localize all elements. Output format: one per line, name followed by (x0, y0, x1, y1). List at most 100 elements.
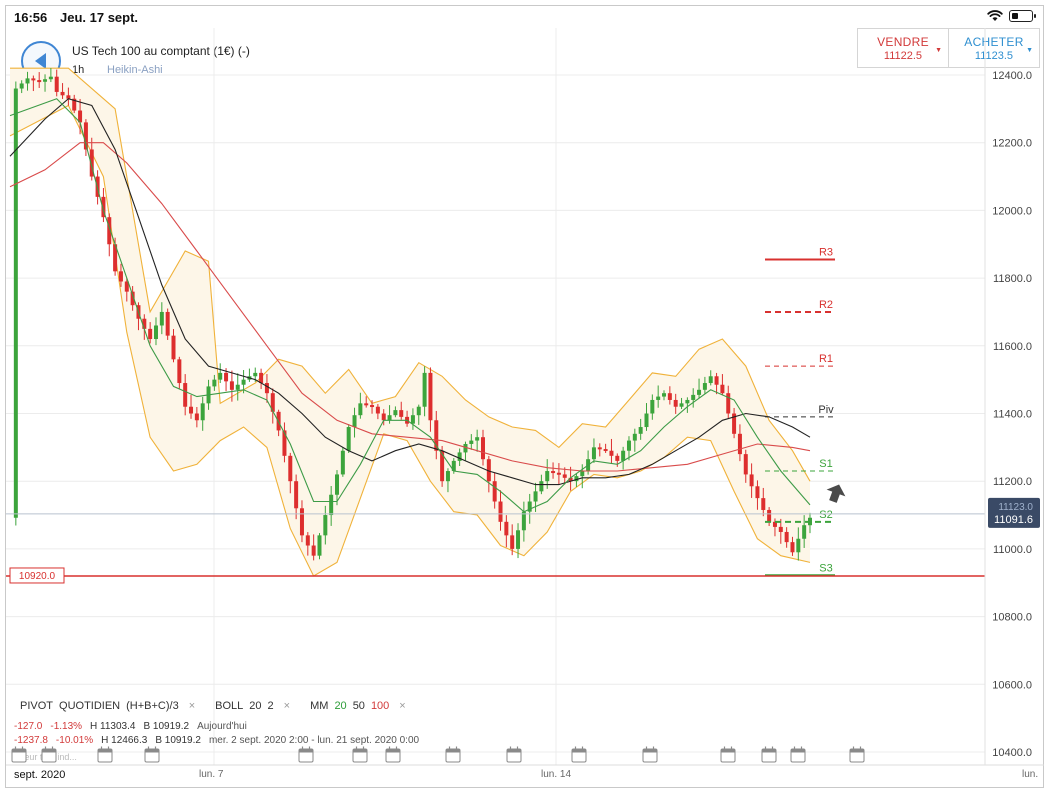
stat-high: H 12466.3 (101, 735, 148, 746)
candle-body (580, 471, 585, 477)
candle-body (200, 403, 205, 421)
candle-body (253, 372, 258, 377)
candle-body (288, 455, 293, 482)
stat-low: B 10919.2 (143, 721, 190, 732)
candle-body (632, 433, 637, 441)
pivot-label-r2: R2 (819, 299, 833, 311)
candle-body (551, 471, 556, 474)
pivot-levels: R3 R2 R1 Piv S1 S2 S3 (6, 246, 985, 577)
instrument-name[interactable]: US Tech 100 au comptant (1€) (-) (72, 44, 250, 58)
candle-body (54, 76, 59, 92)
candle-body (662, 393, 667, 397)
candle-body (89, 149, 94, 177)
candle-body (486, 459, 491, 482)
candle-body (83, 122, 88, 150)
candle-body (697, 389, 702, 395)
candle-body (37, 80, 42, 83)
candle-body (638, 427, 643, 434)
candle-body (130, 291, 135, 306)
chart-grid (6, 28, 1044, 766)
stat-period: Aujourd'hui (197, 721, 247, 732)
candle-body (516, 530, 521, 549)
pivot-label-s3: S3 (819, 562, 832, 574)
stats-row-today: -127.0 -1.13% H 11303.4 B 10919.2 Aujour… (14, 721, 247, 732)
ma-50-line (9, 98, 811, 486)
candle-body (422, 372, 427, 407)
ma-20-line (9, 98, 811, 513)
candle-body (463, 443, 468, 453)
pivot-label-r3: R3 (819, 246, 833, 258)
ghost-label: Valeur titre ind... (12, 752, 77, 762)
candle-body (498, 501, 503, 522)
candle-body (597, 447, 602, 450)
legend-mm-20: 20 (334, 700, 347, 712)
candle-body (294, 481, 299, 509)
candle-body (457, 452, 462, 461)
chart-type-label[interactable]: Heikin-Ashi (107, 64, 163, 76)
candle-body (375, 406, 380, 414)
candle-body (615, 455, 620, 461)
candle-body (440, 450, 445, 482)
x-label-lun7: lun. 7 (199, 769, 224, 780)
buy-price: 11123.5 (974, 50, 1014, 62)
timeframe-selector[interactable]: 1h (72, 64, 85, 76)
candle-body (772, 521, 777, 527)
pivot-label-s1: S1 (819, 458, 832, 470)
candle-body (761, 498, 766, 510)
candle-body (702, 383, 707, 390)
bollinger-fill (10, 68, 810, 576)
up-arrow-icon (826, 484, 846, 503)
y-tick-label: 10600.0 (992, 679, 1032, 691)
buy-button[interactable]: ACHETER 11123.5 ▼ (949, 29, 1039, 67)
candle-body (475, 437, 480, 441)
candle-body (609, 450, 614, 456)
candle-body (790, 542, 795, 553)
candle-body (591, 447, 596, 460)
candle-body (743, 454, 748, 475)
candle-body (521, 511, 526, 531)
candle-body (714, 376, 719, 385)
pivot-label-r1: R1 (819, 353, 833, 365)
candle-body (749, 474, 754, 487)
legend-pivot[interactable]: PIVOT (20, 700, 54, 712)
candle-body (159, 311, 164, 326)
legend-mm[interactable]: MM (310, 700, 329, 712)
candle-body (469, 440, 474, 444)
candle-body (13, 88, 18, 518)
ma-100-line (9, 142, 811, 472)
candle-body (767, 509, 772, 522)
candle-body (399, 410, 404, 417)
x-label-month: sept. 2020 (14, 769, 66, 781)
candle-body (527, 501, 532, 512)
candle-body (259, 372, 264, 384)
candle-body (329, 494, 334, 516)
candle-body (323, 515, 328, 536)
candle-body (685, 399, 690, 404)
candle-body (364, 403, 369, 406)
candle-body (545, 471, 550, 482)
indicator-legend: PIVOT QUOTIDIEN (H+B+C)/3 × BOLL 20 2 × … (20, 700, 420, 712)
legend-boll[interactable]: BOLL (215, 700, 244, 712)
stat-change: -127.0 (14, 721, 43, 732)
sell-button[interactable]: VENDRE 11122.5 ▼ (858, 29, 949, 67)
current-price-alt: 11123.0 (998, 502, 1033, 513)
sell-caret-icon: ▼ (935, 47, 942, 54)
candle-body (626, 440, 631, 451)
support-price-value: 10920.0 (19, 571, 56, 582)
candle-body (107, 217, 112, 245)
candle-body (101, 196, 106, 218)
candle-body (224, 372, 229, 382)
candle-body (189, 406, 194, 414)
legend-pivot-mode[interactable]: QUOTIDIEN (59, 700, 121, 712)
remove-pivot-icon[interactable]: × (188, 700, 196, 712)
sell-label: VENDRE (877, 35, 929, 49)
candle-body (802, 525, 807, 539)
legend-pivot-formula[interactable]: (H+B+C)/3 (126, 700, 179, 712)
remove-mm-icon[interactable]: × (399, 700, 406, 712)
legend-mm-100: 100 (370, 700, 390, 712)
remove-boll-icon[interactable]: × (283, 700, 291, 712)
back-arrow-icon (35, 53, 46, 69)
candle-body (656, 396, 661, 400)
candle-body (679, 403, 684, 407)
